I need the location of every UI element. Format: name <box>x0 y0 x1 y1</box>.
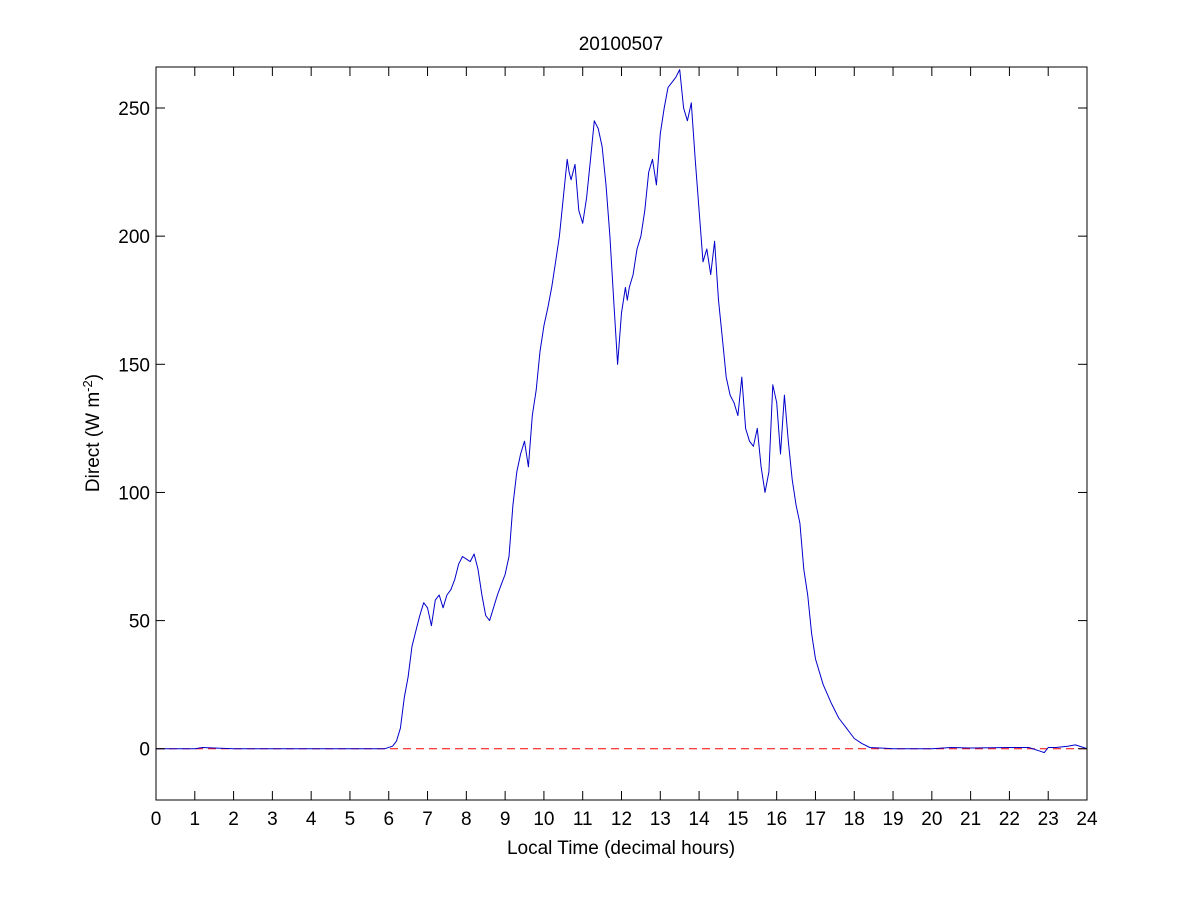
x-tick-label: 1 <box>190 809 201 830</box>
x-tick-label: 12 <box>611 809 632 830</box>
x-tick-label: 7 <box>422 809 433 830</box>
x-tick-label: 10 <box>533 809 554 830</box>
x-tick-label: 23 <box>1038 809 1059 830</box>
y-tick-label: 0 <box>139 740 150 761</box>
y-axis-label-close: ) <box>83 374 104 380</box>
x-tick-label: 14 <box>689 809 711 830</box>
x-tick-label: 24 <box>1076 809 1098 830</box>
y-axis-label-main: Direct (W m <box>83 392 104 492</box>
x-tick-label: 17 <box>805 809 826 830</box>
x-tick-label: 20 <box>921 809 942 830</box>
y-axis-label: Direct (W m-2) <box>80 374 104 492</box>
x-tick-label: 8 <box>461 809 472 830</box>
x-tick-label: 18 <box>844 809 865 830</box>
x-tick-label: 5 <box>345 809 356 830</box>
x-tick-label: 3 <box>267 809 278 830</box>
x-tick-label: 19 <box>882 809 903 830</box>
x-tick-label: 21 <box>960 809 981 830</box>
x-tick-label: 4 <box>306 809 317 830</box>
x-tick-label: 13 <box>650 809 671 830</box>
x-tick-label: 15 <box>727 809 748 830</box>
y-axis-label-superscript: -2 <box>80 380 95 392</box>
x-tick-label: 22 <box>999 809 1020 830</box>
x-tick-label: 6 <box>383 809 394 830</box>
x-tick-label: 0 <box>151 809 162 830</box>
direct-irradiance-series-line <box>156 69 1087 754</box>
y-tick-label: 250 <box>118 99 150 120</box>
x-tick-label: 9 <box>500 809 511 830</box>
y-tick-label: 200 <box>118 227 150 248</box>
x-tick-label: 2 <box>228 809 239 830</box>
y-tick-label: 50 <box>129 612 150 633</box>
x-tick-label: 16 <box>766 809 787 830</box>
x-tick-label: 11 <box>573 809 593 830</box>
y-tick-label: 100 <box>118 483 150 504</box>
y-tick-label: 150 <box>118 355 150 376</box>
chart-title: 20100507 <box>579 34 664 55</box>
axis-tick-labels: 0 1 2 3 4 5 6 7 8 9 10 11 12 13 14 15 16 17 18 19 20 21 22 23 24… <box>118 99 1098 830</box>
plot-frame <box>155 66 1088 801</box>
axis-ticks <box>155 67 1088 800</box>
x-axis-label: Local Time (decimal hours) <box>507 838 735 859</box>
